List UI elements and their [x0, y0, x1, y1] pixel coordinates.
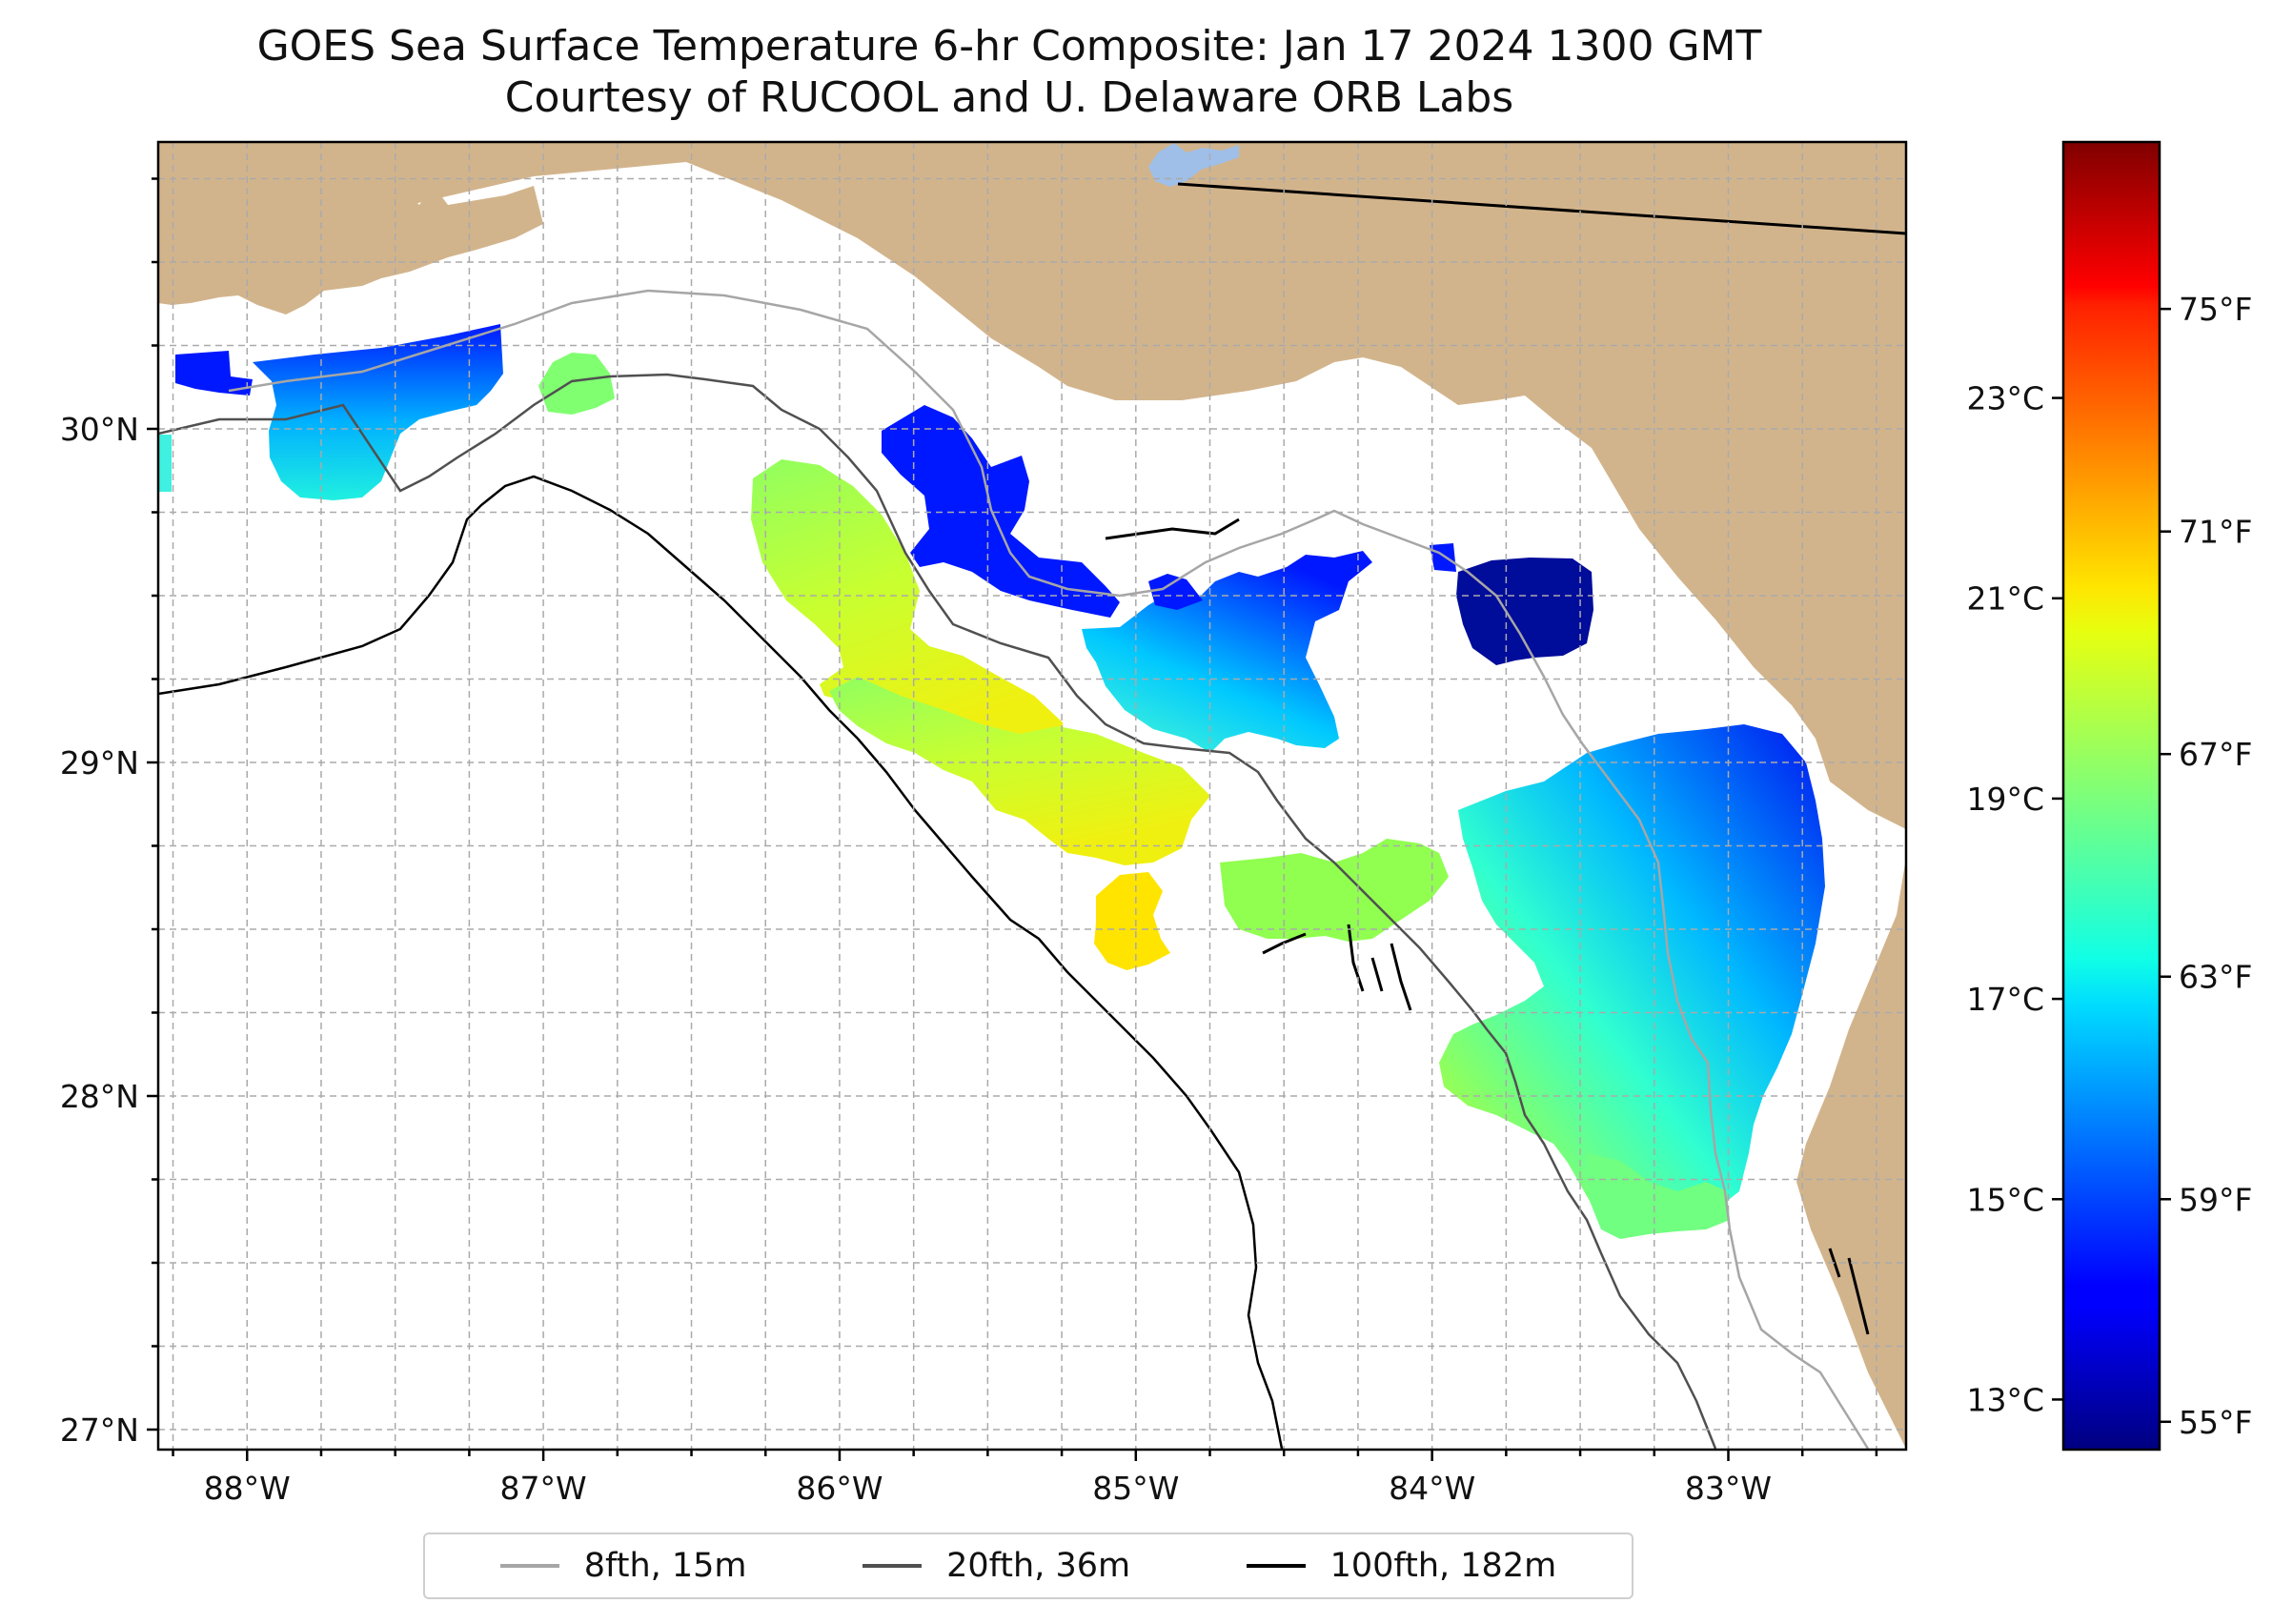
lon-tick-label: 83°W — [1685, 1470, 1772, 1507]
celsius-tick-label: 19°C — [1966, 781, 2044, 818]
legend-label-8fth: 8fth, 15m — [583, 1547, 747, 1585]
sst-patch-west-far — [175, 351, 253, 396]
sst-patch-tampa-north — [1220, 839, 1449, 942]
graticule — [158, 142, 1906, 1450]
legend-swatch-100fth — [1246, 1564, 1306, 1568]
legend-swatch-20fth — [862, 1564, 923, 1568]
plot-frame — [156, 140, 1908, 1451]
state-boundary — [1177, 182, 1906, 235]
land-north — [158, 142, 1906, 1449]
sst-patch-bigbend-inshore — [1148, 574, 1203, 610]
legend-label-100fth: 100fth, 182m — [1329, 1547, 1557, 1585]
legend-label-20fth: 20fth, 36m — [946, 1547, 1131, 1585]
isobath-8fth — [228, 289, 1870, 1450]
isobath-20fth — [158, 373, 1717, 1450]
title-line-1: GOES Sea Surface Temperature 6-hr Compos… — [256, 22, 1762, 71]
colorbar — [2061, 140, 2161, 1451]
fahrenheit-tick-label: 75°F — [2179, 291, 2252, 328]
celsius-tick-label: 17°C — [1966, 981, 2044, 1018]
map-title: GOES Sea Surface Temperature 6-hr Compos… — [0, 21, 2019, 124]
sst-patch-west-edge — [158, 435, 172, 492]
sst-patch-bigbend-north — [1082, 551, 1372, 753]
sst-patch-cedar-key-edge — [1430, 543, 1456, 572]
inland-lake — [1148, 143, 1239, 187]
lat-tick-label: 28°N — [60, 1078, 139, 1115]
isobath-legend: 8fth, 15m 20fth, 36m 100fth, 182m — [423, 1533, 1634, 1599]
fahrenheit-tick-label: 71°F — [2179, 514, 2252, 551]
legend-item-8fth: 8fth, 15m — [499, 1547, 747, 1585]
axis-ticks — [147, 177, 1878, 1461]
lat-tick-label: 27°N — [60, 1411, 139, 1449]
axis-labels: 88°W 87°W 86°W 85°W 84°W 83°W 27°N 28°N 29°N 30°N — [60, 411, 1772, 1507]
sst-patch-west — [253, 324, 503, 500]
land-west-coast — [158, 142, 543, 315]
legend-swatch-8fth — [499, 1564, 559, 1568]
celsius-tick-label: 15°C — [1966, 1181, 2044, 1218]
lat-tick-label: 30°N — [60, 411, 139, 448]
lon-tick-label: 86°W — [796, 1470, 883, 1507]
fahrenheit-tick-label: 67°F — [2179, 736, 2252, 773]
isobath-100fth — [158, 475, 1284, 1450]
sst-patch-yellow — [1094, 872, 1170, 970]
colorbar-labels: 13°C 15°C 17°C 19°C 21°C 23°C 55°F 59°F 63°F 67°F… — [1966, 291, 2252, 1441]
lon-tick-label: 87°W — [500, 1470, 587, 1507]
legend-item-100fth: 100fth, 182m — [1246, 1547, 1557, 1585]
colorbar-ticks — [2052, 307, 2171, 1424]
sst-patch-cedar-key — [1456, 558, 1593, 665]
barrier-islands — [1105, 518, 1870, 1335]
lon-tick-label: 88°W — [204, 1470, 291, 1507]
sst-patch-south-tail — [1587, 1153, 1730, 1239]
sst-patch-central — [829, 677, 1210, 865]
lat-tick-label: 29°N — [60, 744, 139, 782]
legend-item-20fth: 20fth, 36m — [862, 1547, 1130, 1585]
celsius-tick-label: 21°C — [1966, 580, 2044, 618]
fahrenheit-tick-label: 59°F — [2179, 1181, 2252, 1218]
sst-patch-pensacola — [538, 353, 615, 415]
lon-tick-label: 85°W — [1092, 1470, 1179, 1507]
fahrenheit-tick-label: 55°F — [2179, 1404, 2252, 1441]
sst-patch-panhandle — [751, 459, 1065, 758]
lon-tick-label: 84°W — [1389, 1470, 1475, 1507]
fahrenheit-tick-label: 63°F — [2179, 959, 2252, 996]
title-line-2: Courtesy of RUCOOL and U. Delaware ORB L… — [504, 73, 1514, 122]
celsius-tick-label: 13°C — [1966, 1381, 2044, 1418]
celsius-tick-label: 23°C — [1966, 380, 2044, 417]
sst-patch-apalachicola — [882, 405, 1120, 618]
